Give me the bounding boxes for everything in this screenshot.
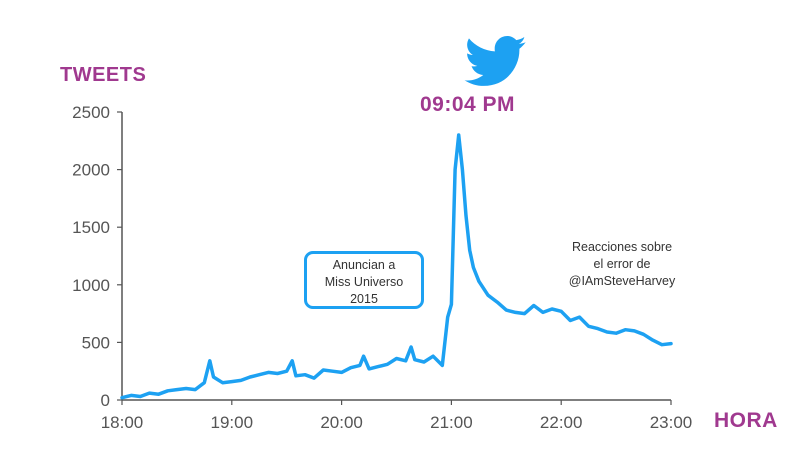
annotation-line: Miss Universo [324, 275, 404, 289]
x-tick-label: 20:00 [320, 413, 363, 432]
y-tick-label: 0 [101, 391, 110, 410]
y-axis-title: TWEETS [60, 64, 147, 86]
peak-time-label: 09:04 PM [420, 93, 516, 116]
x-axis-title: HORA [714, 409, 778, 432]
y-tick-label: 2500 [72, 103, 110, 122]
annotation-line: 2015 [350, 292, 378, 306]
y-tick-label: 500 [82, 333, 110, 352]
y-tick-label: 1000 [72, 276, 110, 295]
x-tick-label: 23:00 [650, 413, 693, 432]
x-tick-label: 18:00 [101, 413, 144, 432]
x-tick-label: 19:00 [211, 413, 254, 432]
annotation-reacciones: Reacciones sobre el error de @IAmSteveHa… [548, 239, 696, 290]
annotation-miss-universo: Anuncian a Miss Universo 2015 [304, 251, 424, 309]
chart-axes [121, 112, 671, 401]
twitter-bird-icon [464, 36, 527, 86]
y-tick-label: 2000 [72, 161, 110, 180]
x-tick-label: 22:00 [540, 413, 583, 432]
x-tick-label: 21:00 [430, 413, 473, 432]
annotation-line: el error de [593, 257, 651, 271]
x-axis-ticks: 18:00 19:00 20:00 21:00 22:00 23:00 [101, 400, 693, 432]
annotation-line: @IAmSteveHarvey [568, 274, 676, 288]
y-axis-ticks: 0 500 1000 1500 2000 2500 [72, 103, 122, 410]
y-tick-label: 1500 [72, 218, 110, 237]
annotation-line: Anuncian a [332, 258, 396, 272]
tweets-series-line [120, 133, 673, 400]
annotation-line: Reacciones sobre [571, 240, 673, 254]
